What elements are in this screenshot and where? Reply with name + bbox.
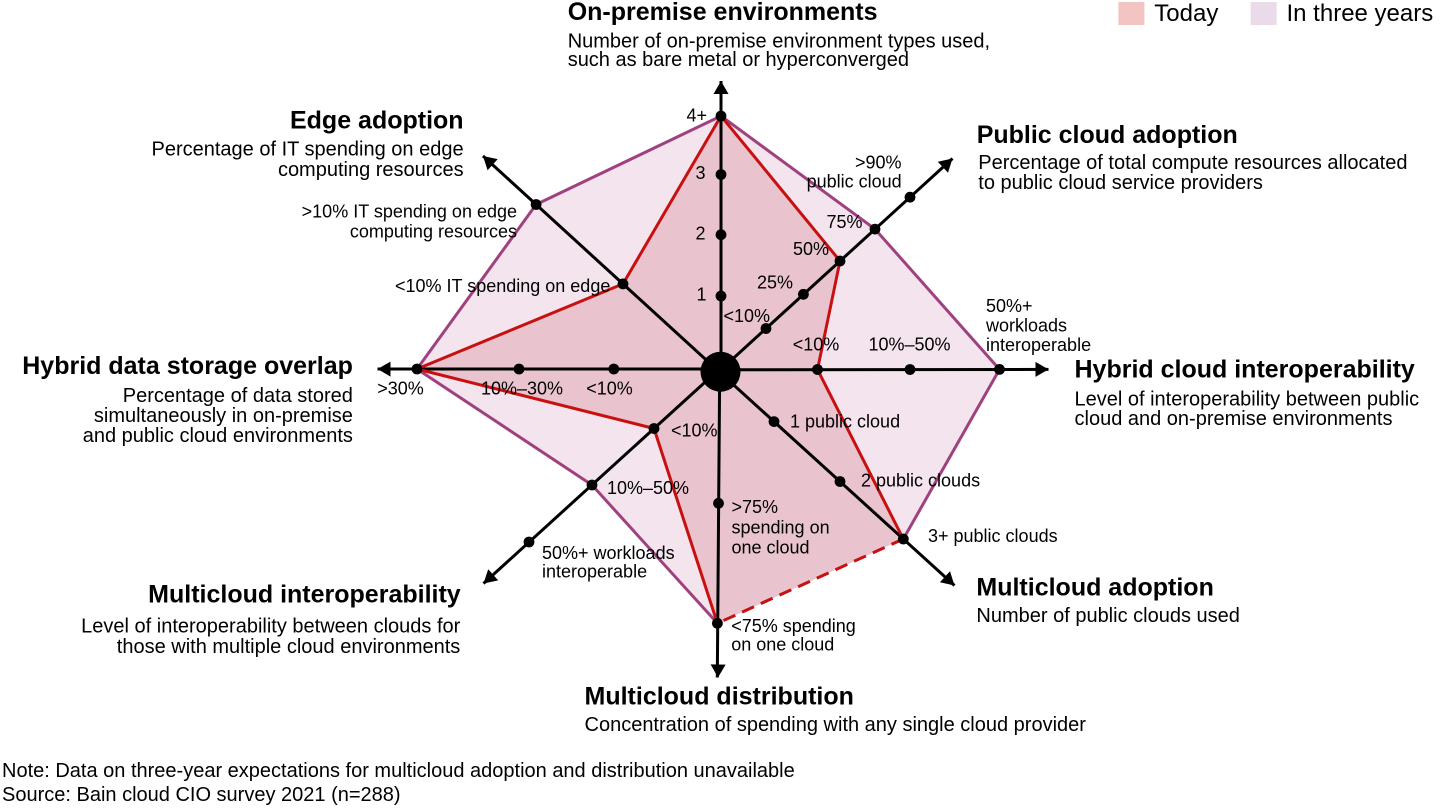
svg-text:3+ public clouds: 3+ public clouds: [928, 526, 1058, 546]
svg-text:>30%: >30%: [377, 379, 424, 399]
svg-text:<75% spending: <75% spending: [731, 616, 856, 636]
svg-text:In three years: In three years: [1287, 0, 1434, 27]
svg-text:to public cloud service provid: to public cloud service providers: [978, 172, 1263, 194]
svg-text:Percentage of data stored: Percentage of data stored: [123, 385, 353, 407]
svg-text:25%: 25%: [757, 273, 793, 293]
svg-text:50%+: 50%+: [986, 296, 1033, 316]
svg-text:Multicloud adoption: Multicloud adoption: [976, 574, 1213, 602]
svg-text:3: 3: [695, 163, 705, 183]
svg-text:Note: Data on three-year expec: Note: Data on three-year expectations fo…: [2, 760, 795, 782]
svg-text:Edge adoption: Edge adoption: [290, 107, 464, 135]
svg-text:Hybrid cloud interoperability: Hybrid cloud interoperability: [1075, 356, 1415, 384]
svg-text:and public cloud environments: and public cloud environments: [83, 425, 353, 447]
svg-text:2 public clouds: 2 public clouds: [861, 471, 980, 491]
svg-text:Source: Bain cloud CIO survey: Source: Bain cloud CIO survey 2021 (n=28…: [2, 784, 401, 806]
svg-text:50%: 50%: [793, 239, 829, 259]
svg-text:>90%: >90%: [855, 153, 902, 173]
svg-text:>75%: >75%: [732, 497, 779, 517]
svg-text:<10%: <10%: [586, 379, 633, 399]
svg-text:interoperable: interoperable: [986, 335, 1091, 355]
svg-text:1: 1: [696, 285, 706, 305]
svg-text:<10%: <10%: [793, 335, 840, 355]
svg-text:Multicloud interoperability: Multicloud interoperability: [148, 581, 461, 609]
svg-text:Concentration of spending with: Concentration of spending with any singl…: [585, 714, 1087, 736]
svg-text:2: 2: [695, 224, 705, 244]
svg-text:Multicloud distribution: Multicloud distribution: [585, 683, 854, 711]
svg-text:Public cloud adoption: Public cloud adoption: [977, 121, 1238, 149]
svg-text:10%–50%: 10%–50%: [868, 335, 950, 355]
svg-text:one cloud: one cloud: [732, 538, 810, 558]
svg-text:workloads: workloads: [985, 316, 1067, 336]
svg-text:interoperable: interoperable: [542, 562, 647, 582]
svg-text:1 public cloud: 1 public cloud: [790, 412, 900, 432]
svg-text:On-premise environments: On-premise environments: [568, 0, 878, 26]
svg-text:on one cloud: on one cloud: [731, 635, 834, 655]
svg-text:simultaneously in on-premise: simultaneously in on-premise: [94, 405, 353, 427]
svg-text:Level of interoperability betw: Level of interoperability between public: [1075, 388, 1420, 410]
svg-text:4+: 4+: [686, 106, 707, 126]
svg-text:<10% IT spending on edge: <10% IT spending on edge: [395, 276, 610, 296]
svg-text:75%: 75%: [826, 212, 862, 232]
svg-text:Hybrid data storage overlap: Hybrid data storage overlap: [22, 352, 353, 380]
svg-text:Number of public clouds used: Number of public clouds used: [976, 605, 1239, 627]
svg-text:such as bare metal or hypercon: such as bare metal or hyperconverged: [568, 49, 909, 71]
svg-text:cloud and on-premise environme: cloud and on-premise environments: [1075, 408, 1393, 430]
svg-text:Percentage of IT spending on e: Percentage of IT spending on edge: [152, 139, 464, 161]
svg-text:10%–50%: 10%–50%: [607, 478, 689, 498]
svg-text:<10%: <10%: [723, 306, 770, 326]
svg-text:Today: Today: [1154, 0, 1218, 27]
svg-text:spending on: spending on: [732, 518, 830, 538]
svg-text:Number of on-premise environme: Number of on-premise environment types u…: [568, 31, 990, 53]
svg-text:50%+ workloads: 50%+ workloads: [542, 543, 675, 563]
svg-text:computing resources: computing resources: [278, 159, 464, 181]
svg-text:those with multiple cloud envi: those with multiple cloud environments: [117, 636, 461, 658]
svg-text:computing resources: computing resources: [350, 222, 517, 242]
svg-text:<10%: <10%: [671, 421, 718, 441]
svg-text:>10% IT spending on edge: >10% IT spending on edge: [302, 202, 517, 222]
svg-text:Level of interoperability betw: Level of interoperability between clouds…: [81, 616, 460, 638]
svg-text:10%–30%: 10%–30%: [481, 379, 563, 399]
svg-text:Percentage of total compute re: Percentage of total compute resources al…: [978, 152, 1407, 174]
svg-text:public cloud: public cloud: [807, 172, 902, 192]
